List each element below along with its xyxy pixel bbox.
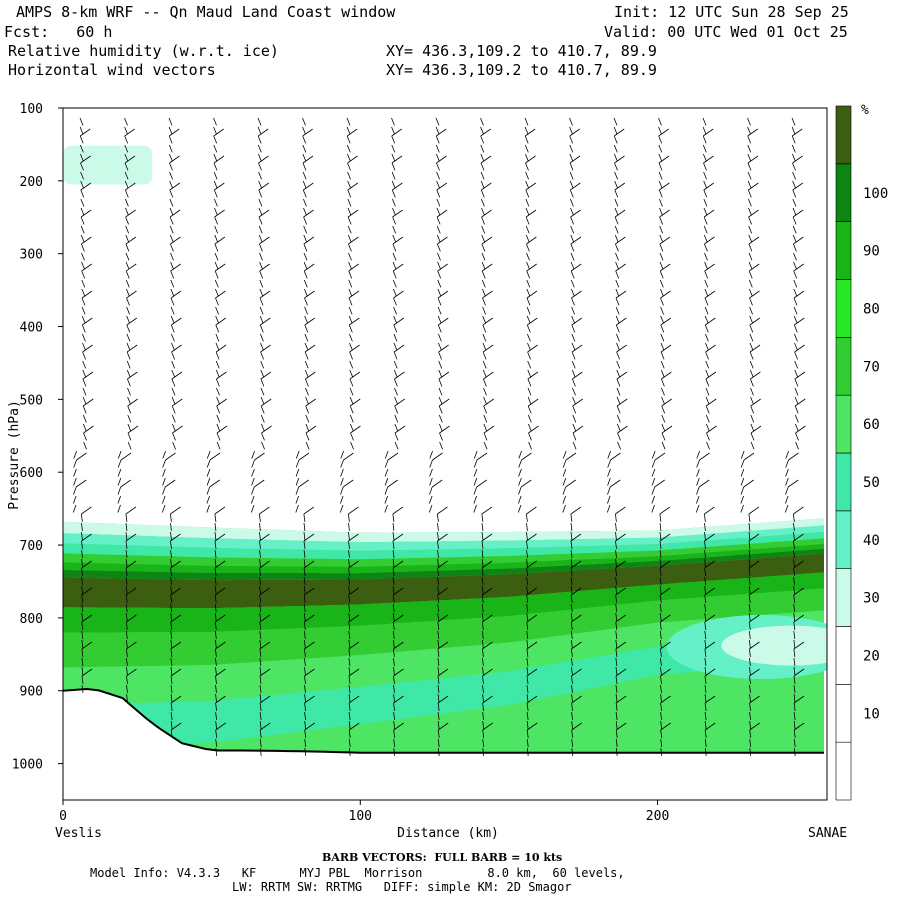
wind-barb-column-10	[517, 117, 539, 756]
header-xy1: XY= 436.3,109.2 to 410.7, 89.9	[386, 42, 657, 60]
x-tick-label-0: 0	[59, 809, 67, 824]
x-start-label: Veslis	[55, 826, 102, 841]
rh-band-6	[63, 553, 824, 609]
wind-barb-column-13	[651, 117, 673, 756]
colorbar-swatch-1	[835, 684, 852, 743]
wind-barb-column-15	[740, 117, 762, 756]
header-init: Init: 12 UTC Sun 28 Sep 25	[614, 3, 849, 21]
rh-band-0	[63, 518, 824, 543]
y-tick-label-900: 900	[20, 685, 43, 700]
wind-barb-column-0	[72, 117, 94, 693]
y-tick-label-400: 400	[20, 321, 43, 336]
wind-barb-column-16	[784, 117, 806, 756]
y-tick-label-200: 200	[20, 175, 43, 190]
y-tick-label-600: 600	[20, 466, 43, 481]
rh-band-4	[63, 544, 824, 574]
y-tick-label-300: 300	[20, 248, 43, 263]
rh-lower-band-0	[63, 572, 824, 633]
colorbar-label-90: 90	[863, 244, 880, 260]
dry-patch-inner	[721, 625, 827, 666]
colorbar-label-80: 80	[863, 301, 880, 317]
wind-barb-column-14	[695, 117, 717, 756]
wind-barb-column-2	[161, 117, 183, 738]
rh-lower-band-1	[63, 588, 824, 668]
wind-barb-column-8	[428, 117, 450, 756]
colorbar-label-40: 40	[863, 533, 880, 549]
colorbar-swatch-5	[835, 452, 852, 512]
colorbar-swatch-9	[835, 221, 852, 280]
y-tick-label-100: 100	[20, 102, 43, 117]
wind-barb-column-12	[606, 117, 628, 756]
wind-barb-column-9	[473, 117, 495, 756]
colorbar-unit: %	[861, 103, 869, 118]
colorbar-swatch-10	[835, 163, 852, 222]
wind-barb-column-3	[206, 117, 228, 756]
header-title: AMPS 8-km WRF -- Qn Maud Land Coast wind…	[16, 3, 396, 21]
terrain-line	[63, 687, 824, 754]
colorbar-label-30: 30	[863, 591, 880, 607]
colorbar-label-50: 50	[863, 475, 880, 491]
plot-frame	[62, 107, 828, 801]
header-valid: Valid: 00 UTC Wed 01 Oct 25	[604, 23, 848, 41]
y-tick-label-1000: 1000	[12, 758, 43, 773]
colorbar-swatch-2	[835, 626, 852, 685]
y-tick-label-800: 800	[20, 612, 43, 627]
x-tick-label-100: 100	[349, 809, 372, 824]
y-tick-label-700: 700	[20, 539, 43, 554]
colorbar-swatch-11	[835, 105, 852, 165]
colorbar-label-20: 20	[863, 648, 880, 664]
wind-barb-column-1	[117, 117, 139, 702]
barb-note: BARB VECTORS: FULL BARB = 10 kts	[322, 851, 563, 864]
header-field1: Relative humidity (w.r.t. ice)	[8, 42, 279, 60]
wind-barb-column-11	[562, 117, 584, 756]
upper-moist-patch	[63, 145, 153, 185]
header-xy2: XY= 436.3,109.2 to 410.7, 89.9	[386, 61, 657, 79]
rh-band-2	[63, 531, 824, 560]
wind-barb-column-4	[250, 117, 272, 756]
colorbar-swatch-0	[835, 741, 852, 801]
y-tick-label-500: 500	[20, 393, 43, 408]
terrain-fill	[63, 689, 827, 800]
y-axis-label: Pressure (hPa)	[7, 400, 22, 510]
colorbar-label-60: 60	[863, 417, 880, 433]
colorbar-label-10: 10	[863, 706, 880, 722]
model-info-line1: Model Info: V4.3.3 KF MYJ PBL Morrison 8…	[90, 866, 625, 880]
header-fcst: Fcst: 60 h	[4, 23, 113, 41]
colorbar-label-100: 100	[863, 186, 888, 202]
x-tick-label-200: 200	[646, 809, 669, 824]
rh-band-5	[63, 548, 824, 581]
x-end-label: SANAE	[808, 826, 847, 841]
colorbar-swatch-7	[835, 337, 852, 396]
rh-lower-band-3	[63, 634, 824, 744]
wind-barb-column-7	[384, 117, 406, 756]
x-axis-label: Distance (km)	[397, 826, 499, 841]
colorbar-swatch-8	[835, 279, 852, 338]
colorbar-swatch-6	[835, 394, 852, 454]
model-info-line2: LW: RRTM SW: RRTMG DIFF: simple KM: 2D S…	[232, 880, 572, 894]
wind-barb-column-6	[339, 117, 361, 756]
rh-band-1	[63, 525, 824, 551]
colorbar-swatch-3	[835, 568, 852, 627]
rh-lower-band-2	[63, 610, 824, 704]
rh-band-3	[63, 538, 824, 567]
header-field2: Horizontal wind vectors	[8, 61, 216, 79]
wind-barb-column-5	[295, 117, 317, 756]
colorbar-swatch-4	[835, 510, 852, 569]
colorbar-label-70: 70	[863, 359, 880, 375]
